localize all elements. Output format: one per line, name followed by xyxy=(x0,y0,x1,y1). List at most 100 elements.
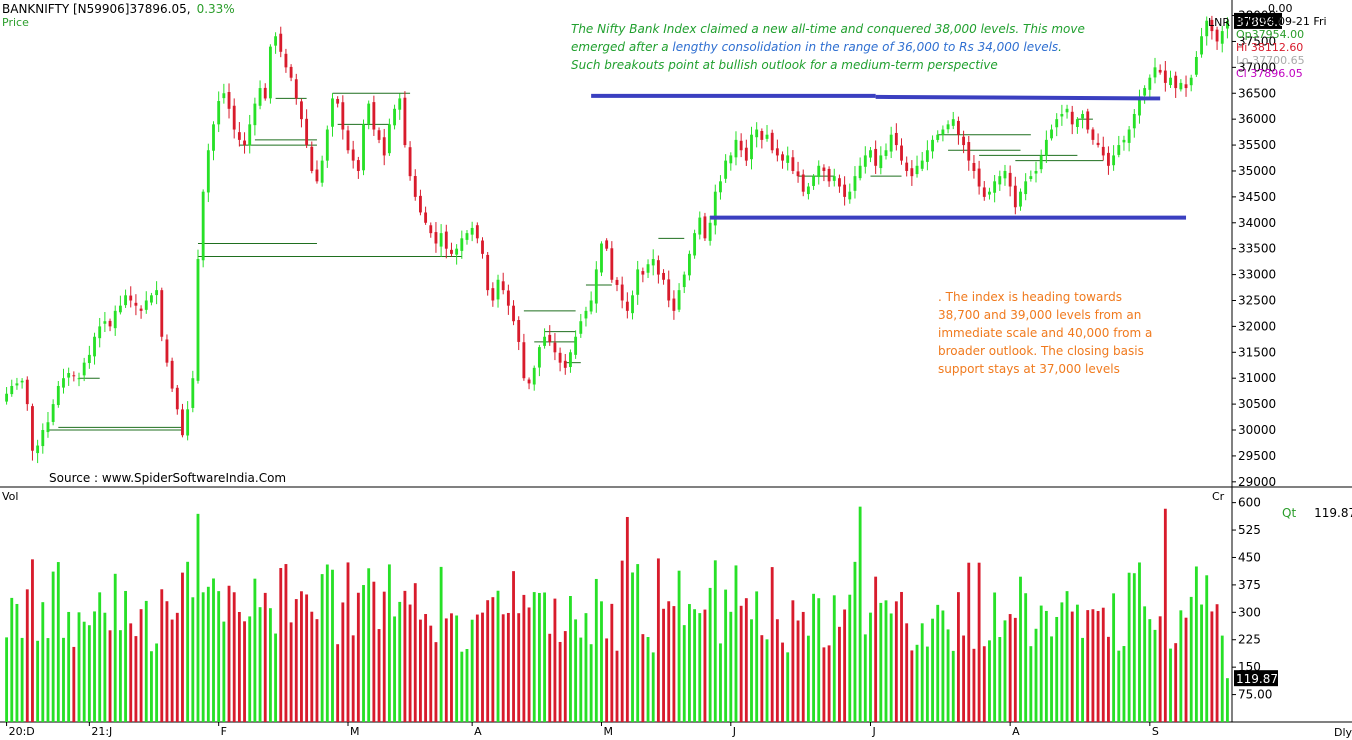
volume-bar xyxy=(113,573,117,722)
candle-body xyxy=(25,379,29,405)
candle-body xyxy=(729,155,733,164)
candle xyxy=(791,150,795,175)
volume-bar xyxy=(98,592,102,722)
volume-bar xyxy=(206,586,210,722)
volume-bar xyxy=(636,564,640,722)
candle-body xyxy=(719,181,722,193)
volume-bar xyxy=(527,607,531,722)
candle-body xyxy=(1075,119,1079,127)
volume-bar xyxy=(486,600,490,722)
volume-bar xyxy=(584,613,588,722)
candle xyxy=(1148,74,1152,97)
candle-body xyxy=(1039,155,1043,170)
candle-body xyxy=(615,279,619,285)
price-tick-label: 32500 xyxy=(1238,293,1276,307)
volume-bar xyxy=(1194,566,1198,722)
candle-body xyxy=(362,124,365,171)
volume-tick-label: 75.00 xyxy=(1238,688,1272,702)
volume-bar xyxy=(703,609,707,722)
candle xyxy=(93,332,96,365)
volume-bar xyxy=(367,568,371,722)
candle-body xyxy=(155,290,159,296)
candle xyxy=(1205,16,1209,46)
candle-body xyxy=(331,98,334,127)
candle-body xyxy=(910,168,914,177)
volume-bar xyxy=(186,561,190,722)
candle-body xyxy=(320,160,324,183)
candle-body xyxy=(403,97,407,146)
date-tick-label: 20:D xyxy=(9,725,35,738)
volume-bar xyxy=(258,607,262,722)
candle xyxy=(46,411,50,438)
volume-bar xyxy=(620,560,624,722)
volume-bar xyxy=(1019,576,1022,722)
volume-bar xyxy=(56,562,60,722)
volume-bar xyxy=(108,630,112,722)
volume-bar xyxy=(305,594,309,722)
candle-body xyxy=(812,176,815,186)
candle-body xyxy=(579,321,583,334)
candle-body xyxy=(263,87,267,99)
volume-bar xyxy=(170,619,174,722)
volume-bar xyxy=(1225,678,1229,722)
qt-readout: Qt 119.87 xyxy=(1282,506,1352,520)
candle-body xyxy=(377,130,381,140)
volume-bar xyxy=(605,638,609,722)
volume-bar xyxy=(393,616,396,722)
candle-body xyxy=(848,191,852,200)
candle-body xyxy=(201,191,205,261)
volume-bar xyxy=(941,610,945,722)
candle xyxy=(382,128,386,166)
candle-body xyxy=(1117,145,1121,155)
candle-body xyxy=(889,134,893,152)
candle-body xyxy=(584,310,588,319)
volume-bar xyxy=(822,647,826,722)
volume-bar xyxy=(791,600,795,722)
candle xyxy=(843,176,847,206)
candle xyxy=(118,295,122,315)
date-tick-label: J xyxy=(871,725,875,738)
candle-body xyxy=(708,222,712,241)
volume-bar xyxy=(677,570,681,722)
candle-body xyxy=(827,168,831,182)
candle xyxy=(615,277,619,292)
volume-bar xyxy=(144,600,148,722)
volume-bar xyxy=(656,558,660,722)
volume-bar xyxy=(139,609,143,722)
candle xyxy=(310,141,314,174)
volume-series xyxy=(5,506,1229,722)
candle xyxy=(765,125,769,142)
candle-body xyxy=(289,66,293,78)
volume-bar xyxy=(832,595,836,722)
candle xyxy=(36,439,40,464)
candle-body xyxy=(248,124,252,146)
volume-bar xyxy=(600,601,603,722)
volume-bar xyxy=(817,598,821,722)
candle xyxy=(300,98,303,128)
candle xyxy=(941,125,945,142)
candle-body xyxy=(838,178,841,187)
candle-body xyxy=(1179,82,1183,90)
volume-bar xyxy=(320,574,324,722)
candle xyxy=(284,48,288,73)
candle xyxy=(631,290,634,320)
volume-bar xyxy=(750,619,753,722)
volume-bar xyxy=(1029,646,1033,722)
volume-bar xyxy=(279,568,283,722)
volume-bar xyxy=(274,633,278,722)
candle-body xyxy=(434,232,438,244)
candle xyxy=(1039,149,1043,174)
info-date: 24-09-21 Fri xyxy=(1260,15,1327,28)
candle-body xyxy=(124,295,127,306)
candle-body xyxy=(744,147,748,161)
volume-bar xyxy=(698,613,702,722)
candle-body xyxy=(770,132,774,151)
candle-body xyxy=(993,181,997,193)
volume-bar xyxy=(377,629,381,722)
candle xyxy=(915,155,919,178)
volume-bar xyxy=(553,598,557,722)
candle-body xyxy=(232,105,236,130)
volume-bar xyxy=(512,571,515,722)
candle-body xyxy=(1163,70,1167,83)
candle-body xyxy=(15,383,19,386)
